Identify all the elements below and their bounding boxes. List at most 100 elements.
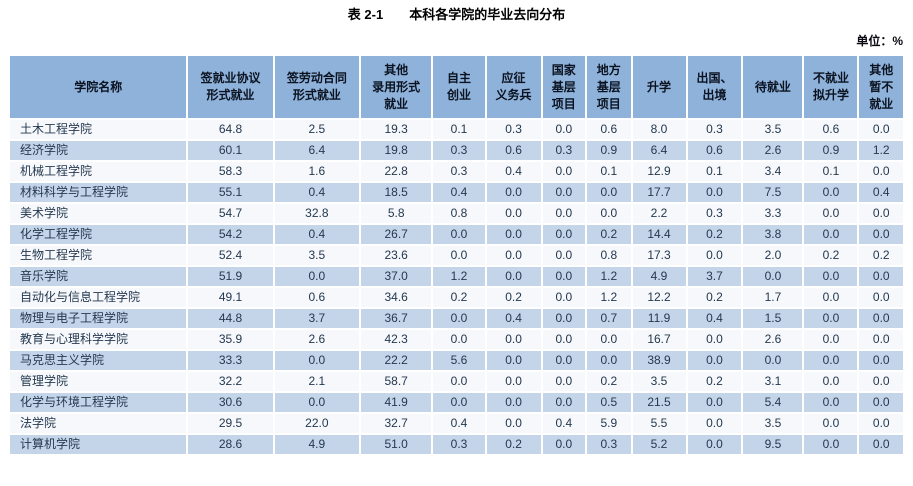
value-cell: 0.0 (687, 414, 742, 433)
college-name-cell: 生物工程学院 (10, 246, 187, 265)
value-cell: 0.2 (433, 288, 485, 307)
value-cell: 38.9 (632, 351, 686, 370)
value-cell: 3.3 (743, 204, 803, 223)
value-cell: 0.0 (687, 435, 742, 454)
value-cell: 0.0 (804, 435, 858, 454)
value-cell: 64.8 (188, 120, 273, 139)
column-header: 出国、 出境 (687, 56, 742, 118)
value-cell: 0.0 (486, 204, 541, 223)
column-header: 其他 录用形式 就业 (360, 56, 432, 118)
value-cell: 5.2 (632, 435, 686, 454)
value-cell: 0.0 (687, 330, 742, 349)
value-cell: 0.0 (587, 183, 631, 202)
college-name-cell: 材料科学与工程学院 (10, 183, 187, 202)
value-cell: 0.3 (433, 162, 485, 181)
college-name-cell: 管理学院 (10, 372, 187, 391)
value-cell: 0.0 (542, 225, 586, 244)
column-header: 学院名称 (10, 56, 187, 118)
college-name-cell: 计算机学院 (10, 435, 187, 454)
value-cell: 2.6 (274, 330, 359, 349)
table-row: 计算机学院 28.6 4.9 51.0 0.3 0.2 0.0 0.3 5.2 0.0 9.5 0.0… (10, 435, 903, 454)
value-cell: 3.5 (743, 120, 803, 139)
value-cell: 0.1 (687, 162, 742, 181)
value-cell: 18.5 (360, 183, 432, 202)
college-name-cell: 化学与环境工程学院 (10, 393, 187, 412)
value-cell: 1.2 (433, 267, 485, 286)
value-cell: 0.0 (274, 267, 359, 286)
value-cell: 0.0 (804, 393, 858, 412)
value-cell: 16.7 (632, 330, 686, 349)
table-row: 物理与电子工程学院 44.8 3.7 36.7 0.0 0.4 0.0 0.7 11.9 0.4 1… (10, 309, 903, 328)
value-cell: 0.0 (486, 330, 541, 349)
table-row: 教育与心理科学学院 35.9 2.6 42.3 0.0 0.0 0.0 0.0 16.7 0.0 2… (10, 330, 903, 349)
value-cell: 4.9 (274, 435, 359, 454)
value-cell: 0.0 (859, 204, 903, 223)
column-header: 升学 (632, 56, 686, 118)
column-header: 地方 基层 项目 (587, 56, 631, 118)
value-cell: 0.9 (804, 141, 858, 160)
value-cell: 0.2 (859, 246, 903, 265)
value-cell: 0.0 (859, 414, 903, 433)
value-cell: 0.0 (542, 330, 586, 349)
value-cell: 0.4 (859, 183, 903, 202)
value-cell: 0.0 (859, 372, 903, 391)
value-cell: 6.4 (632, 141, 686, 160)
table-number: 表 2-1 (347, 7, 384, 22)
value-cell: 0.0 (542, 351, 586, 370)
value-cell: 2.6 (743, 330, 803, 349)
value-cell: 0.0 (587, 351, 631, 370)
value-cell: 0.0 (274, 393, 359, 412)
column-header: 签劳动合同 形式就业 (274, 56, 359, 118)
value-cell: 32.2 (188, 372, 273, 391)
value-cell: 3.7 (687, 267, 742, 286)
value-cell: 3.8 (743, 225, 803, 244)
value-cell: 0.0 (804, 288, 858, 307)
value-cell: 3.1 (743, 372, 803, 391)
value-cell: 22.0 (274, 414, 359, 433)
value-cell: 5.6 (433, 351, 485, 370)
value-cell: 0.4 (486, 162, 541, 181)
value-cell: 2.5 (274, 120, 359, 139)
value-cell: 52.4 (188, 246, 273, 265)
value-cell: 17.3 (632, 246, 686, 265)
value-cell: 5.8 (360, 204, 432, 223)
value-cell: 0.0 (542, 435, 586, 454)
college-name-cell: 土木工程学院 (10, 120, 187, 139)
value-cell: 0.3 (687, 120, 742, 139)
value-cell: 1.2 (587, 267, 631, 286)
value-cell: 9.5 (743, 435, 803, 454)
value-cell: 5.4 (743, 393, 803, 412)
value-cell: 0.6 (687, 141, 742, 160)
value-cell: 0.0 (587, 204, 631, 223)
value-cell: 0.0 (859, 330, 903, 349)
value-cell: 55.1 (188, 183, 273, 202)
value-cell: 3.4 (743, 162, 803, 181)
table-row: 美术学院 54.7 32.8 5.8 0.8 0.0 0.0 0.0 2.2 0.3 3.3 0.0 0… (10, 204, 903, 223)
value-cell: 0.2 (587, 225, 631, 244)
value-cell: 2.0 (743, 246, 803, 265)
table-row: 生物工程学院 52.4 3.5 23.6 0.0 0.0 0.0 0.8 17.3 0.0 2.0 0… (10, 246, 903, 265)
table-row: 音乐学院 51.9 0.0 37.0 1.2 0.0 0.0 1.2 4.9 3.7 0.0 0.0 0… (10, 267, 903, 286)
value-cell: 0.0 (486, 267, 541, 286)
value-cell: 0.0 (486, 372, 541, 391)
value-cell: 0.8 (433, 204, 485, 223)
column-header: 国家 基层 项目 (542, 56, 586, 118)
value-cell: 0.0 (859, 288, 903, 307)
value-cell: 51.9 (188, 267, 273, 286)
value-cell: 0.0 (804, 267, 858, 286)
column-header: 应征 义务兵 (486, 56, 541, 118)
table-row: 化学与环境工程学院 30.6 0.0 41.9 0.0 0.0 0.0 0.5 21.5 0.0 5… (10, 393, 903, 412)
value-cell: 0.0 (859, 309, 903, 328)
value-cell: 33.3 (188, 351, 273, 370)
table-row: 土木工程学院 64.8 2.5 19.3 0.1 0.3 0.0 0.6 8.0 0.3 3.5 0.… (10, 120, 903, 139)
value-cell: 5.5 (632, 414, 686, 433)
value-cell: 0.3 (542, 141, 586, 160)
value-cell: 7.5 (743, 183, 803, 202)
value-cell: 37.0 (360, 267, 432, 286)
college-name-cell: 音乐学院 (10, 267, 187, 286)
table-row: 化学工程学院 54.2 0.4 26.7 0.0 0.0 0.0 0.2 14.4 0.2 3.8 0… (10, 225, 903, 244)
column-header: 签就业协议 形式就业 (188, 56, 273, 118)
value-cell: 2.2 (632, 204, 686, 223)
college-name-cell: 化学工程学院 (10, 225, 187, 244)
value-cell: 0.0 (433, 372, 485, 391)
